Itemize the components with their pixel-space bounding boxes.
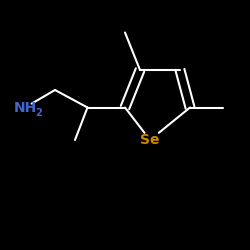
Text: 2: 2 bbox=[36, 108, 42, 118]
Text: Se: Se bbox=[140, 133, 160, 147]
Text: NH: NH bbox=[14, 100, 36, 114]
